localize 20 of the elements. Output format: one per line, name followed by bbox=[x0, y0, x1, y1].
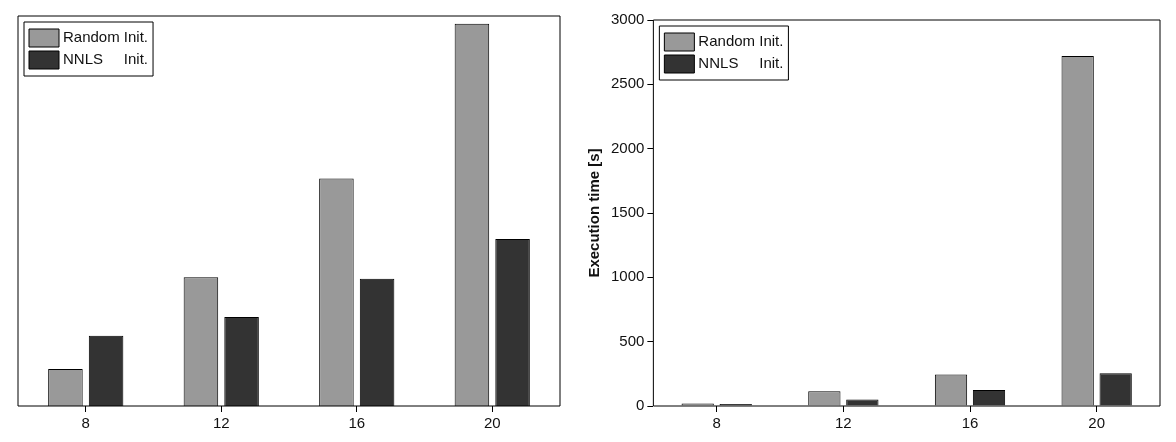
legend-label: NNLS Init. bbox=[698, 54, 784, 72]
x-tick-label: 20 bbox=[1088, 414, 1106, 432]
y-tick-label: 3000 bbox=[610, 10, 645, 28]
y-tick-label: 2000 bbox=[610, 138, 645, 156]
legend-label: Random Init. bbox=[63, 28, 149, 46]
x-tick-label: 16 bbox=[348, 414, 366, 432]
x-tick-label: 12 bbox=[212, 414, 230, 432]
x-tick-label: 20 bbox=[483, 414, 501, 432]
y-tick-label: 1500 bbox=[610, 203, 645, 221]
legend-label: NNLS Init. bbox=[63, 50, 149, 68]
x-tick-label: 8 bbox=[712, 414, 721, 432]
y-tick-label: 0 bbox=[636, 396, 645, 414]
x-tick-label: 16 bbox=[961, 414, 979, 432]
legend-label: Random Init. bbox=[698, 32, 784, 50]
x-tick-label: 8 bbox=[81, 414, 90, 432]
y-tick-label: 1000 bbox=[610, 267, 645, 285]
y-tick-label: 500 bbox=[619, 331, 645, 349]
y-tick-label: 2500 bbox=[610, 74, 645, 92]
y-axis-title: Execution time [s] bbox=[585, 148, 603, 278]
x-tick-label: 12 bbox=[835, 414, 852, 432]
